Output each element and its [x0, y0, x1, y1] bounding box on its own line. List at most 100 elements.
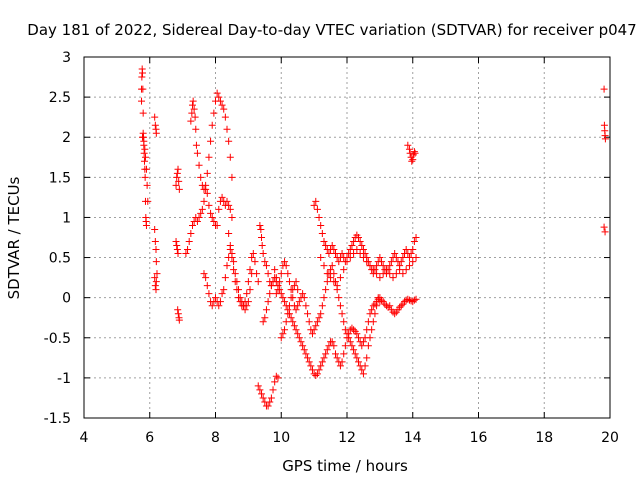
data-point — [300, 346, 308, 354]
data-point — [152, 258, 160, 266]
data-point — [192, 141, 200, 149]
data-point — [140, 149, 148, 157]
data-point — [304, 310, 312, 318]
series-track-m — [277, 278, 302, 342]
data-point — [254, 278, 262, 286]
data-point — [173, 169, 181, 177]
data-point — [249, 250, 257, 258]
y-tick-label: 3 — [62, 50, 71, 66]
data-point — [281, 326, 289, 334]
data-point — [259, 318, 267, 326]
data-point — [338, 250, 346, 258]
data-point — [220, 286, 228, 294]
x-tick-label: 16 — [470, 430, 488, 446]
data-point — [409, 258, 417, 266]
data-point — [208, 302, 216, 310]
data-point — [323, 346, 331, 354]
y-axis-label: SDTVAR / TECUs — [5, 176, 23, 299]
data-point — [601, 135, 609, 143]
data-point — [246, 286, 254, 294]
x-tick-label: 4 — [80, 430, 89, 446]
data-point — [141, 153, 149, 161]
data-point — [407, 297, 415, 305]
data-point — [600, 223, 608, 231]
data-point — [340, 350, 348, 358]
data-point — [235, 294, 243, 302]
y-tick-label: 2.5 — [49, 90, 71, 106]
data-point — [336, 362, 344, 370]
data-point — [330, 270, 338, 278]
data-point — [359, 370, 367, 378]
series-track-l — [272, 258, 384, 378]
data-point — [353, 354, 361, 362]
data-point — [153, 270, 161, 278]
data-point — [246, 266, 254, 274]
data-point — [302, 350, 310, 358]
data-point — [182, 250, 190, 258]
data-point — [191, 113, 199, 121]
data-point — [323, 270, 331, 278]
data-point — [389, 274, 397, 282]
data-point — [402, 246, 410, 254]
data-point — [244, 278, 252, 286]
data-point — [363, 258, 371, 266]
data-point — [264, 270, 272, 278]
data-point — [328, 262, 336, 270]
data-point — [262, 262, 270, 270]
data-point — [233, 286, 241, 294]
data-point — [336, 302, 344, 310]
data-point — [323, 278, 331, 286]
data-point — [366, 262, 374, 270]
data-point — [355, 358, 363, 366]
data-point — [359, 338, 367, 346]
data-point — [317, 221, 325, 229]
data-point — [138, 73, 146, 81]
data-point — [333, 282, 341, 290]
data-point — [397, 302, 405, 310]
data-point — [152, 286, 160, 294]
data-point — [203, 169, 211, 177]
data-point — [363, 354, 371, 362]
data-point — [257, 225, 265, 233]
data-point — [173, 173, 181, 181]
data-point — [299, 290, 307, 298]
data-point — [350, 326, 358, 334]
x-tick-label: 6 — [145, 430, 154, 446]
data-point — [330, 278, 338, 286]
data-point — [205, 201, 213, 209]
data-point — [200, 197, 208, 205]
data-point — [315, 314, 323, 322]
data-point — [369, 318, 377, 326]
data-point — [356, 250, 364, 258]
data-point — [213, 221, 221, 229]
data-point — [336, 274, 344, 282]
data-point — [231, 270, 239, 278]
data-point — [215, 205, 223, 213]
data-point — [327, 274, 335, 282]
data-point — [331, 350, 339, 358]
data-point — [300, 294, 308, 302]
data-point — [144, 197, 152, 205]
data-point — [272, 372, 280, 380]
data-point — [174, 310, 182, 318]
data-point — [230, 266, 238, 274]
data-point — [369, 266, 377, 274]
data-point — [218, 101, 226, 109]
data-point — [200, 270, 208, 278]
data-point — [223, 197, 231, 205]
data-point — [348, 324, 356, 332]
data-point — [387, 258, 395, 266]
data-point — [328, 338, 336, 346]
data-point — [405, 262, 413, 270]
data-point — [404, 295, 412, 303]
data-point — [243, 290, 251, 298]
data-point — [320, 294, 328, 302]
data-point — [335, 294, 343, 302]
data-point — [391, 310, 399, 318]
data-point — [376, 298, 384, 306]
data-point — [410, 296, 418, 304]
data-point — [410, 148, 418, 156]
data-point — [226, 153, 234, 161]
data-point — [261, 314, 269, 322]
data-point — [391, 250, 399, 258]
